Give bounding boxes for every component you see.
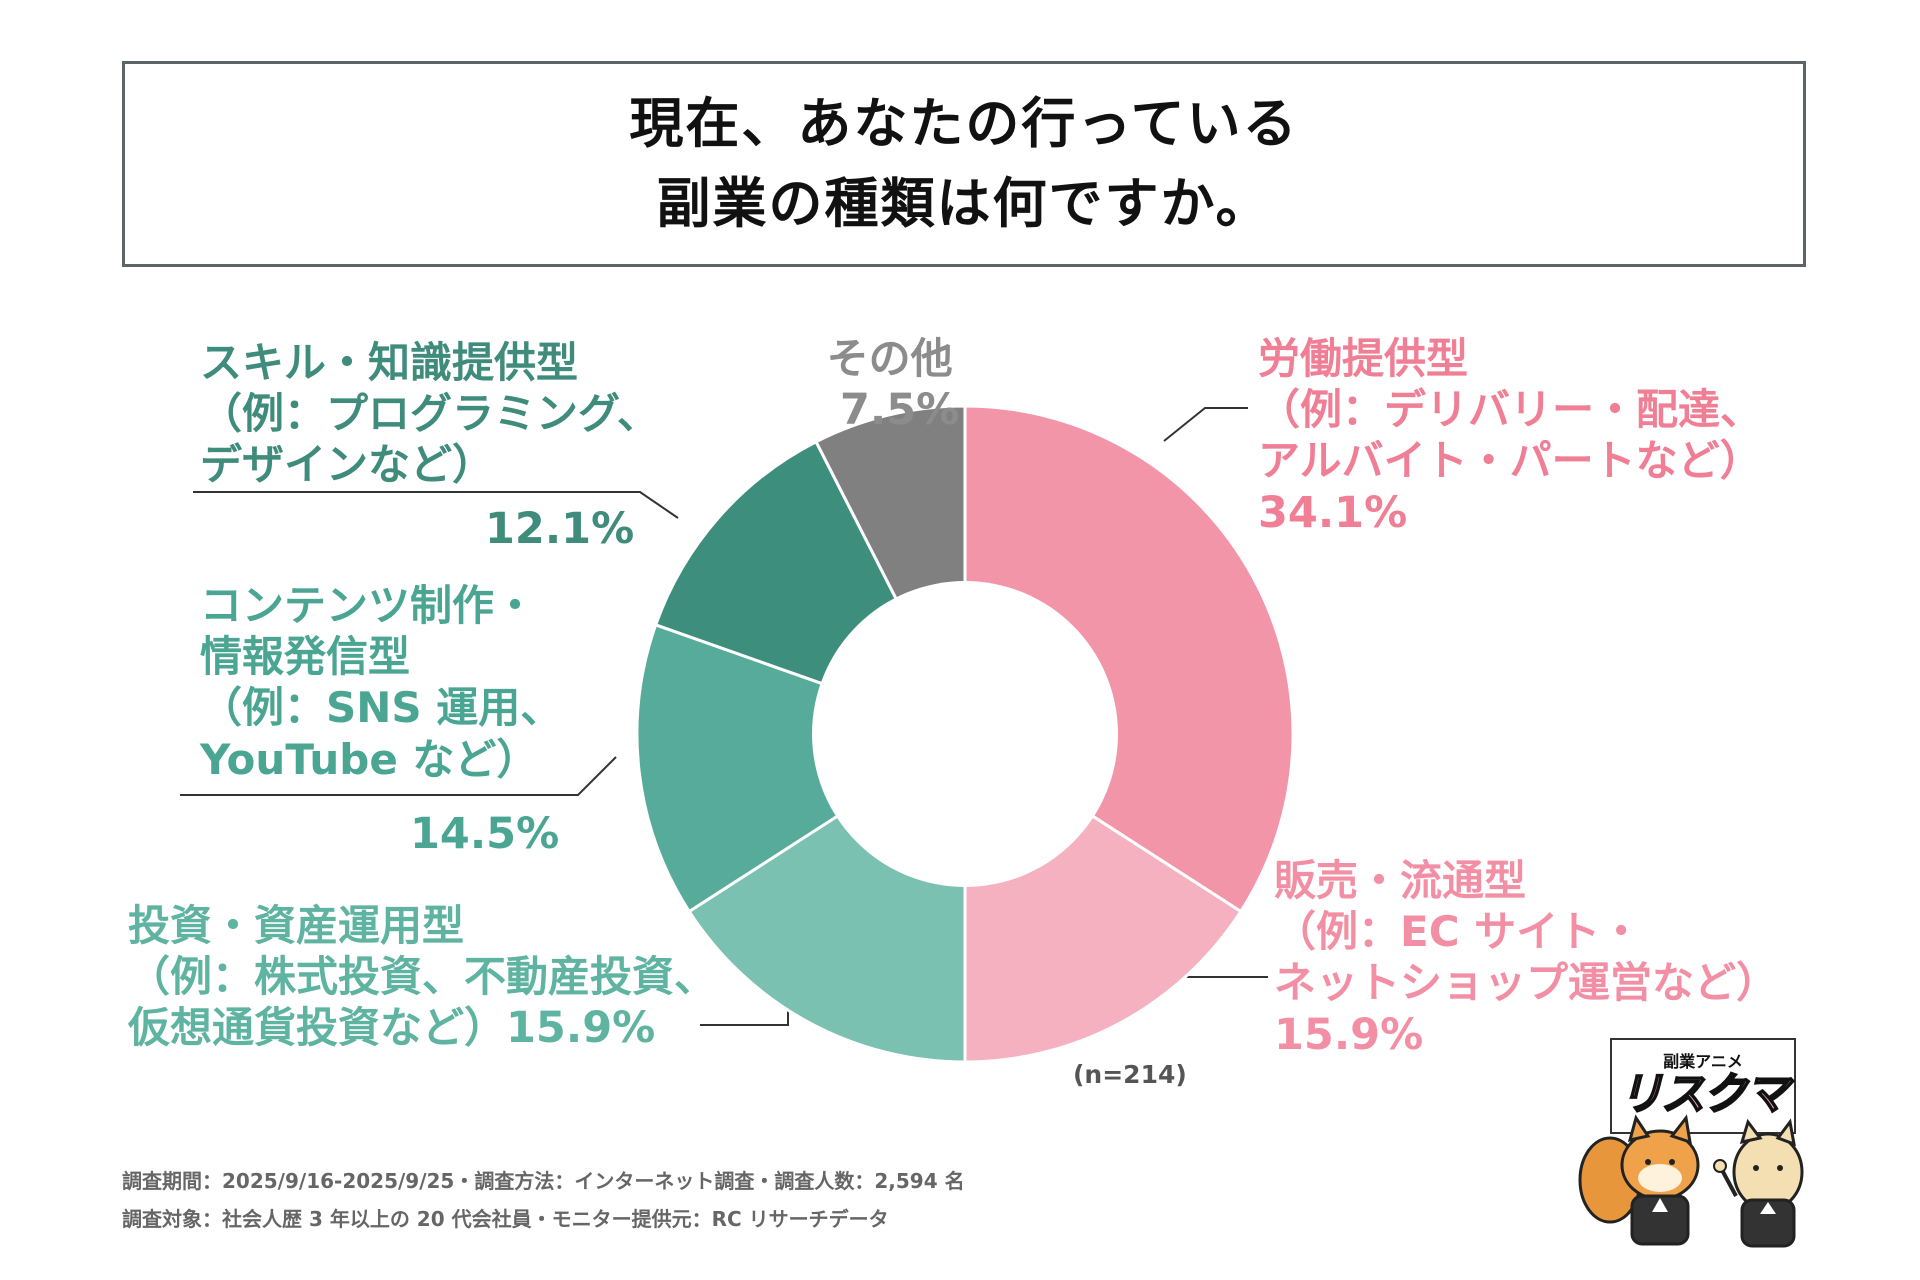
- label-invest: 投資・資産運用型 （例：株式投資、不動産投資、 仮想通貨投資など）15.9%: [128, 900, 716, 1055]
- label-sales-pct: 15.9%: [1274, 1009, 1424, 1060]
- label-content-line-2: 情報発信型: [200, 632, 411, 682]
- label-labor-line-3: アルバイト・パートなど）: [1258, 436, 1762, 486]
- sample-size-label: (n=214): [1073, 1060, 1187, 1089]
- label-invest-pct: 15.9%: [506, 1003, 656, 1054]
- label-invest-line-3: 仮想通貨投資など）: [128, 1003, 507, 1053]
- title-line-2: 副業の種類は何ですか。: [656, 172, 1272, 235]
- label-sales: 販売・流通型 （例：EC サイト・ ネットショップ運営など） 15.9%: [1274, 855, 1778, 1061]
- footer-line-2: 調査対象：社会人歴 3 年以上の 20 代会社員・モニター提供元：RC リサーチ…: [122, 1207, 889, 1231]
- label-content-line-3: （例：SNS 運用、: [200, 683, 563, 733]
- logo-title: リスクマ: [1618, 1069, 1790, 1120]
- label-skill-line-2: （例：プログラミング、: [200, 389, 660, 439]
- label-content-line-1: コンテンツ制作・: [200, 581, 537, 630]
- label-labor-line-2: （例：デリバリー・配達、: [1258, 385, 1763, 435]
- label-other-pct: 7.5%: [840, 385, 960, 436]
- title-line-1: 現在、あなたの行っている: [629, 92, 1299, 155]
- label-sales-line-2: （例：EC サイト・: [1274, 907, 1643, 957]
- title-box: 現在、あなたの行っている 副業の種類は何ですか。: [122, 61, 1806, 267]
- leader-line-skill: [193, 491, 679, 519]
- label-skill-line-3: デザインなど）: [200, 440, 495, 490]
- leader-line-labor: [1163, 407, 1248, 442]
- label-labor: 労働提供型 （例：デリバリー・配達、 アルバイト・パートなど） 34.1%: [1258, 333, 1762, 539]
- label-other: その他 7.5%: [820, 333, 960, 437]
- label-sales-line-3: ネットショップ運営など）: [1274, 958, 1779, 1008]
- label-content-line-4: YouTube など）: [200, 734, 539, 784]
- label-skill-pct: 12.1%: [485, 504, 635, 554]
- leader-line-content: [180, 756, 617, 796]
- label-labor-line-1: 労働提供型: [1258, 334, 1469, 383]
- label-skill: スキル・知識提供型 （例：プログラミング、 デザインなど）: [200, 337, 659, 491]
- brand-logo: 副業アニメ リスクマ: [1610, 1038, 1796, 1134]
- label-invest-line-2: （例：株式投資、不動産投資、: [128, 952, 717, 1002]
- donut-hole: [812, 581, 1118, 887]
- label-invest-line-1: 投資・資産運用型: [128, 901, 465, 950]
- label-other-line-1: その他: [826, 334, 953, 383]
- label-sales-line-1: 販売・流通型: [1274, 856, 1527, 905]
- footer-line-1: 調査期間：2025/9/16-2025/9/25・調査方法：インターネット調査・…: [122, 1169, 965, 1193]
- pie-slice-content: [635, 622, 969, 914]
- logo-subtitle: 副業アニメ: [1663, 1052, 1743, 1071]
- label-content-pct: 14.5%: [410, 809, 560, 859]
- label-skill-line-1: スキル・知識提供型: [200, 338, 579, 387]
- label-content: コンテンツ制作・ 情報発信型 （例：SNS 運用、 YouTube など）: [200, 580, 562, 785]
- label-labor-pct: 34.1%: [1258, 487, 1408, 538]
